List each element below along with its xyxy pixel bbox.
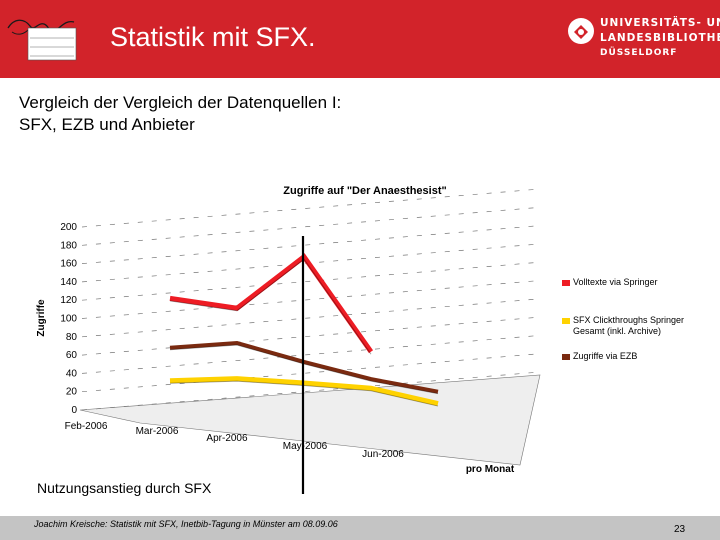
series-line bbox=[169, 253, 374, 354]
x-tick-label: Jun-2006 bbox=[362, 449, 404, 460]
gridline bbox=[81, 280, 541, 319]
chart-floor-plane bbox=[79, 374, 541, 466]
gridline bbox=[81, 206, 541, 246]
chart: 0 20 40 60 80 100 120 140 160 180 200 Feb-2006 Mar-2… bbox=[36, 185, 541, 494]
header-bar bbox=[0, 0, 720, 78]
y-tick-label: 100 bbox=[60, 314, 77, 325]
subtitle-line-2: SFX, EZB und Anbieter bbox=[19, 115, 195, 134]
slide-subtitle: Vergleich der Vergleich der Datenquellen… bbox=[19, 92, 341, 136]
y-tick-label: 200 bbox=[60, 222, 77, 233]
series-line-shadow bbox=[169, 258, 372, 355]
gridline bbox=[81, 316, 541, 356]
footer-text: Joachim Kreische: Statistik mit SFX, Ine… bbox=[34, 519, 338, 529]
y-tick-label: 180 bbox=[60, 240, 77, 251]
legend-label: SFX Clickthroughs Springer Gesamt (inkl.… bbox=[573, 315, 685, 336]
x-axis-label: pro Monat bbox=[466, 464, 515, 475]
chart-floor bbox=[79, 374, 541, 466]
chart-note: Nutzungsanstieg durch SFX bbox=[37, 480, 212, 496]
legend-swatch-brown bbox=[562, 354, 570, 360]
gridline bbox=[81, 261, 541, 301]
x-tick-label: May-2006 bbox=[283, 441, 328, 452]
library-logo-line-3: DÜSSELDORF bbox=[600, 48, 678, 58]
y-tick-label: 20 bbox=[66, 387, 78, 398]
legend-swatch-red bbox=[562, 280, 570, 286]
y-tick-label: 120 bbox=[60, 295, 77, 306]
x-tick-label: Mar-2006 bbox=[136, 426, 179, 437]
legend-label: Volltexte via Springer bbox=[573, 277, 658, 287]
library-logo-line-2: LANDESBIBLIOTHEK bbox=[600, 32, 720, 44]
y-tick-label: 40 bbox=[66, 368, 78, 379]
legend-swatch-yellow bbox=[562, 318, 570, 324]
footer-bar bbox=[0, 516, 720, 540]
page-number: 23 bbox=[674, 524, 686, 535]
slide-title: Statistik mit SFX. bbox=[110, 22, 316, 52]
y-tick-label: 140 bbox=[60, 277, 77, 288]
y-tick-label: 160 bbox=[60, 259, 77, 270]
legend-label: Zugriffe via EZB bbox=[573, 351, 638, 361]
gridline bbox=[81, 225, 541, 264]
university-logo bbox=[7, 19, 77, 61]
gridline bbox=[81, 353, 541, 393]
library-emblem-icon bbox=[568, 18, 594, 44]
gridline bbox=[81, 371, 541, 411]
gridline bbox=[81, 298, 541, 338]
x-tick-label: Apr-2006 bbox=[206, 433, 248, 444]
library-logo-line-1: UNIVERSITÄTS- UND bbox=[600, 17, 720, 29]
chart-title: Zugriffe auf "Der Anaesthesist" bbox=[283, 185, 446, 197]
gridline bbox=[81, 243, 541, 283]
y-axis-label: Zugriffe bbox=[36, 299, 47, 337]
y-tick-label: 60 bbox=[66, 350, 78, 361]
gridline bbox=[81, 188, 541, 228]
subtitle-line-1: Vergleich der Vergleich der Datenquellen… bbox=[19, 93, 342, 112]
chart-labels: 0 20 40 60 80 100 120 140 160 180 200 Feb-2006 Mar-2… bbox=[36, 185, 515, 475]
y-tick-label: 80 bbox=[66, 332, 78, 343]
chart-grid bbox=[81, 188, 541, 411]
library-logo: UNIVERSITÄTS- UND LANDESBIBLIOTHEK DÜSSE… bbox=[566, 14, 720, 64]
x-tick-label: Feb-2006 bbox=[65, 421, 108, 432]
y-tick-label: 0 bbox=[71, 405, 77, 416]
series-0 bbox=[169, 253, 374, 355]
gridline bbox=[81, 335, 541, 374]
